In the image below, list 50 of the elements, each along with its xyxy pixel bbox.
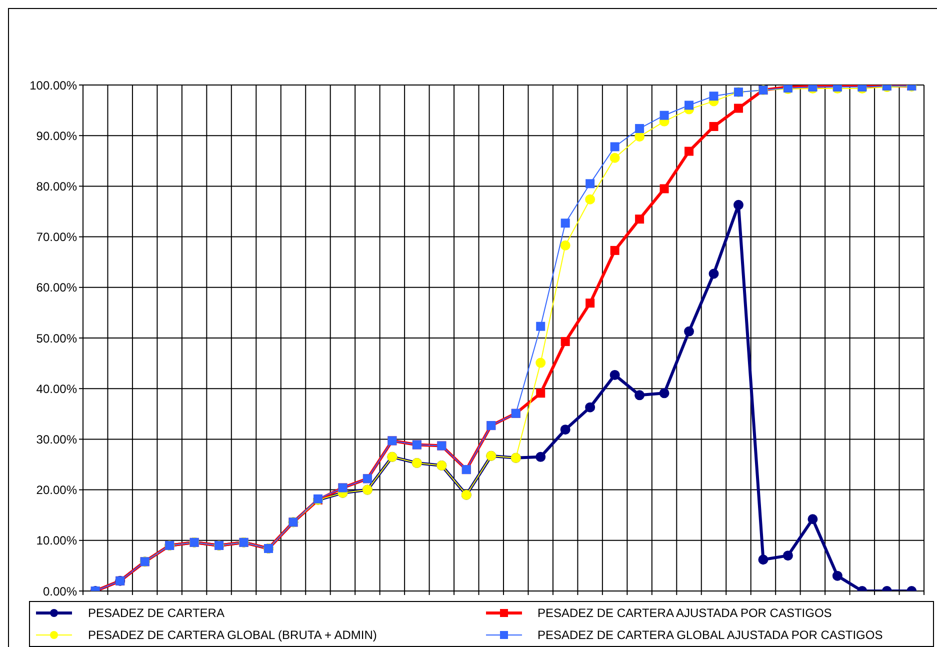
- point: [560, 240, 570, 250]
- y-tick-label: 40.00%: [36, 382, 78, 396]
- point: [709, 92, 718, 101]
- point: [660, 110, 669, 120]
- y-tick-label: 80.00%: [36, 179, 78, 194]
- legend-label: PESADEZ DE CARTERA GLOBAL (BRUTA + ADMIN): [88, 628, 377, 642]
- point: [832, 570, 842, 581]
- point: [635, 124, 644, 134]
- point: [808, 514, 818, 524]
- point: [586, 298, 595, 308]
- point: [610, 370, 620, 380]
- y-tick-label: 0.00%: [42, 584, 78, 598]
- point: [782, 550, 793, 561]
- y-tick-label: 100.00%: [30, 78, 78, 92]
- point: [733, 200, 744, 210]
- point: [709, 122, 718, 131]
- point: [560, 424, 570, 435]
- point: [684, 146, 694, 156]
- point: [585, 194, 596, 204]
- y-tick-label: 20.00%: [36, 483, 78, 498]
- legend-label: PESADEZ DE CARTERA GLOBAL AJUSTADA POR CASTIGOS: [538, 628, 883, 642]
- point: [585, 402, 596, 412]
- point: [659, 388, 670, 398]
- point: [610, 246, 620, 255]
- point: [536, 388, 546, 398]
- y-tick-label: 50.00%: [36, 331, 78, 346]
- point: [536, 358, 546, 368]
- point: [634, 132, 645, 142]
- point: [610, 152, 620, 163]
- point: [684, 326, 694, 336]
- point: [610, 142, 620, 152]
- y-tick-label: 30.00%: [36, 432, 78, 446]
- legend-label: PESADEZ DE CARTERA: [88, 606, 224, 620]
- point: [708, 268, 719, 279]
- point: [634, 390, 645, 400]
- point: [635, 214, 644, 224]
- y-tick-label: 60.00%: [36, 280, 78, 295]
- point: [684, 100, 694, 110]
- point: [536, 322, 546, 331]
- point: [660, 184, 669, 194]
- point: [586, 179, 595, 188]
- y-tick-label: 90.00%: [36, 128, 78, 143]
- point: [536, 452, 546, 462]
- point: [758, 554, 768, 565]
- point: [560, 337, 570, 346]
- y-tick-label: 70.00%: [36, 230, 78, 244]
- legend-label: PESADEZ DE CARTERA AJUSTADA POR CASTIGOS: [538, 606, 832, 620]
- point: [734, 104, 743, 113]
- y-tick-label: 10.00%: [36, 534, 78, 548]
- point: [560, 218, 570, 228]
